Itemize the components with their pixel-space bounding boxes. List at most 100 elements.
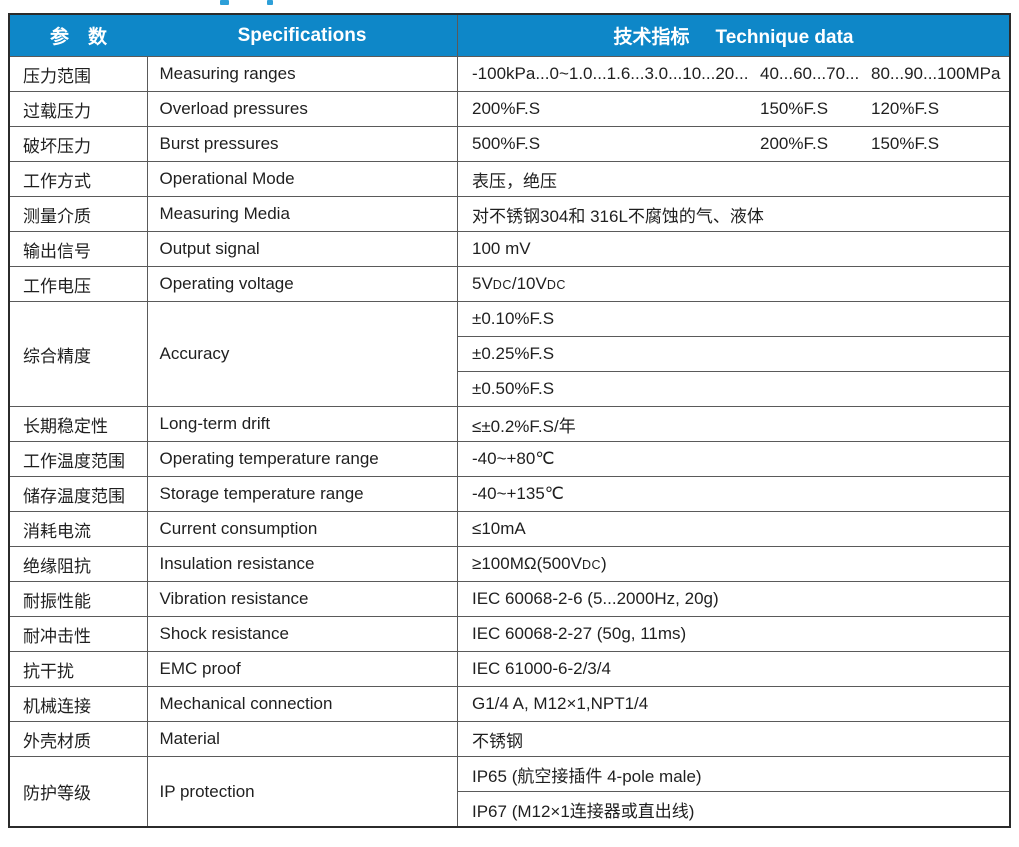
value-text: /10V	[511, 274, 547, 293]
table-row: 绝缘阻抗 Insulation resistance ≥100MΩ(500VDC)	[8, 546, 1011, 582]
value-segment: 200%F.S	[472, 99, 541, 118]
param-cell: 消耗电流	[8, 511, 148, 547]
header-tech-label: 技术指标 Technique data	[457, 13, 1011, 57]
param-cell: 工作温度范围	[8, 441, 148, 477]
header-param-label: 参 数	[8, 13, 147, 57]
header-row: 参 数 Specifications 技术指标 Technique data	[8, 13, 1011, 57]
value-cell: -40~+80℃	[457, 441, 1011, 477]
value-text: )	[601, 554, 607, 573]
value-segment: 120%F.S	[871, 99, 940, 118]
header-tech-label-zh: 技术指标	[613, 27, 690, 48]
param-cell: 压力范围	[8, 56, 148, 92]
value-cell: -100kPa...0~1.0...1.6...3.0...10...20...…	[457, 56, 1011, 92]
param-cell: 耐冲击性	[8, 616, 148, 652]
spec-cell: Measuring Media	[146, 196, 458, 232]
value-cell: ≤10mA	[457, 511, 1011, 547]
value-text: ≥100MΩ(500V	[472, 554, 582, 573]
value-segment: -100kPa...0~1.0...1.6...3.0...10...20...	[472, 64, 749, 83]
header-spec-label: Specifications	[147, 13, 458, 57]
param-cell: 破坏压力	[8, 126, 148, 162]
table-row: 长期稳定性 Long-term drift ≤±0.2%F.S/年	[8, 406, 1011, 442]
param-cell: 绝缘阻抗	[8, 546, 148, 582]
table-row: 测量介质 Measuring Media 对不锈钢304和 316L不腐蚀的气、液体	[8, 196, 1011, 232]
param-cell: 长期稳定性	[8, 406, 148, 442]
table-row: 过载压力 Overload pressures 200%F.S 150%F.S 120%…	[8, 91, 1011, 127]
value-cell: 不锈钢	[457, 721, 1011, 757]
value-cell: IEC 60068-2-6 (5...2000Hz, 20g)	[457, 581, 1011, 617]
unit-subscript: DC	[581, 558, 601, 572]
value-cell: 5VDC/10VDC	[457, 266, 1011, 302]
table-row: 工作温度范围 Operating temperature range -40~+80…	[8, 441, 1011, 477]
header-tech-label-en: Technique data	[715, 27, 854, 48]
value-cell: ≥100MΩ(500VDC)	[457, 546, 1011, 582]
value-cell: 表压，绝压	[457, 161, 1011, 197]
value-cell: 100 mV	[457, 231, 1011, 267]
cropped-text-fragment	[267, 0, 273, 5]
value-cell: -40~+135℃	[457, 476, 1011, 512]
unit-subscript: DC	[546, 278, 566, 292]
spec-cell: Insulation resistance	[146, 546, 458, 582]
param-cell: 机械连接	[8, 686, 148, 722]
table-row: ±0.50%F.S	[9, 371, 1011, 407]
table-row: 工作电压 Operating voltage 5VDC/10VDC	[8, 266, 1011, 302]
spec-table-body: 压力范围 Measuring ranges -100kPa...0~1.0...1.…	[8, 56, 1011, 828]
value-cell: ±0.10%F.S	[457, 301, 1011, 337]
spec-cell: Operating temperature range	[146, 441, 458, 477]
param-cell: 防护等级	[8, 756, 148, 828]
value-cell: IEC 61000-6-2/3/4	[457, 651, 1011, 687]
value-cell: ±0.50%F.S	[457, 371, 1011, 407]
value-segment: 40...60...70...	[760, 64, 860, 83]
param-cell: 综合精度	[8, 301, 148, 407]
value-cell: IP65 (航空接插件 4-pole male)	[457, 756, 1011, 792]
value-cell: IEC 60068-2-27 (50g, 11ms)	[457, 616, 1011, 652]
value-cell: 对不锈钢304和 316L不腐蚀的气、液体	[457, 196, 1011, 232]
value-segment: 150%F.S	[871, 134, 940, 153]
spec-cell: Output signal	[146, 231, 458, 267]
param-cell: 抗干扰	[8, 651, 148, 687]
table-row: 抗干扰 EMC proof IEC 61000-6-2/3/4	[8, 651, 1011, 687]
spec-cell: Storage temperature range	[146, 476, 458, 512]
table-row: 耐振性能 Vibration resistance IEC 60068-2-6 (5…	[8, 581, 1011, 617]
value-cell: 500%F.S 200%F.S 150%F.S	[457, 126, 1011, 162]
param-cell: 工作方式	[8, 161, 148, 197]
spec-cell: Overload pressures	[146, 91, 458, 127]
table-row: 机械连接 Mechanical connection G1/4 A, M12×1,N…	[8, 686, 1011, 722]
value-segment: 500%F.S	[472, 134, 541, 153]
table-row: 输出信号 Output signal 100 mV	[8, 231, 1011, 267]
param-cell: 耐振性能	[8, 581, 148, 617]
spec-cell: Mechanical connection	[146, 686, 458, 722]
table-row: 压力范围 Measuring ranges -100kPa...0~1.0...1.…	[8, 56, 1011, 92]
param-cell: 储存温度范围	[8, 476, 148, 512]
table-row: 破坏压力 Burst pressures 500%F.S 200%F.S 150%F.S	[8, 126, 1011, 162]
value-segment: 80...90...100MPa	[871, 64, 1001, 83]
table-row: 工作方式 Operational Mode 表压，绝压	[8, 161, 1011, 197]
value-cell: IP67 (M12×1连接器或直出线)	[457, 791, 1011, 828]
value-cell: G1/4 A, M12×1,NPT1/4	[457, 686, 1011, 722]
spec-cell: Accuracy	[146, 301, 458, 407]
table-row: 储存温度范围 Storage temperature range -40~+135℃	[8, 476, 1011, 512]
spec-cell: EMC proof	[146, 651, 458, 687]
param-cell: 过载压力	[8, 91, 148, 127]
table-row: 消耗电流 Current consumption ≤10mA	[8, 511, 1011, 547]
spec-cell: Material	[146, 721, 458, 757]
param-cell: 外壳材质	[8, 721, 148, 757]
table-row: IP67 (M12×1连接器或直出线)	[9, 791, 1011, 828]
param-cell: 输出信号	[8, 231, 148, 267]
value-segment: 200%F.S	[760, 134, 829, 153]
specifications-table: 参 数 Specifications 技术指标 Technique data 压力…	[8, 13, 1011, 828]
table-row: 防护等级 IP protection IP65 (航空接插件 4-pole male…	[8, 756, 1011, 828]
spec-cell: IP protection	[146, 756, 458, 828]
cropped-text-fragment	[220, 0, 229, 5]
table-row: 外壳材质 Material 不锈钢	[8, 721, 1011, 757]
param-cell: 工作电压	[8, 266, 148, 302]
spec-cell: Operating voltage	[146, 266, 458, 302]
spec-cell: Shock resistance	[146, 616, 458, 652]
value-segment: 150%F.S	[760, 99, 829, 118]
spec-cell: Measuring ranges	[146, 56, 458, 92]
unit-subscript: DC	[492, 278, 512, 292]
spec-cell: Burst pressures	[146, 126, 458, 162]
table-row: ±0.25%F.S	[9, 336, 1011, 372]
value-cell: ±0.25%F.S	[457, 336, 1011, 372]
spec-cell: Vibration resistance	[146, 581, 458, 617]
value-cell: 200%F.S 150%F.S 120%F.S	[457, 91, 1011, 127]
